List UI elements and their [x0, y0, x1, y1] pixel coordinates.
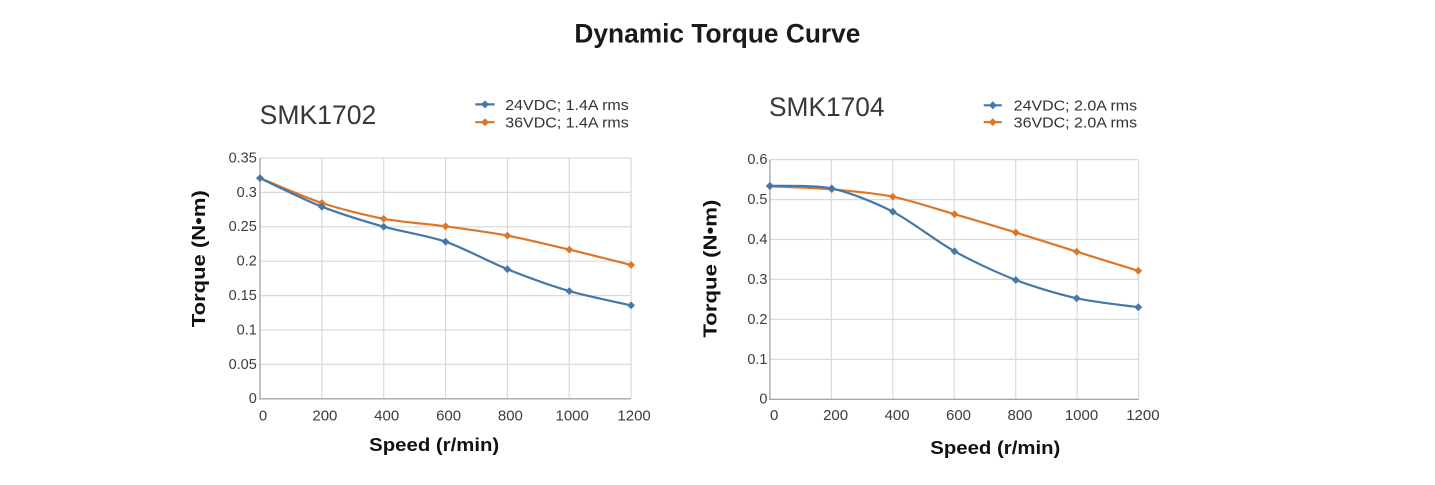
svg-text:Dynamic Torque Curve: Dynamic Torque Curve [574, 18, 860, 48]
svg-text:Speed (r/min): Speed (r/min) [369, 435, 499, 455]
svg-text:0.15: 0.15 [229, 288, 257, 304]
svg-text:0.6: 0.6 [747, 152, 767, 168]
svg-text:200: 200 [312, 408, 337, 425]
svg-text:1000: 1000 [556, 408, 589, 425]
svg-text:0: 0 [759, 392, 767, 408]
svg-text:1200: 1200 [617, 408, 650, 425]
svg-text:0.1: 0.1 [747, 352, 767, 368]
svg-text:1200: 1200 [1126, 407, 1159, 424]
svg-text:0.2: 0.2 [237, 254, 257, 270]
svg-text:24VDC; 1.4A rms: 24VDC; 1.4A rms [505, 97, 628, 114]
svg-text:Torque (N•m): Torque (N•m) [189, 190, 209, 327]
svg-text:400: 400 [374, 408, 399, 425]
svg-text:0.05: 0.05 [229, 357, 257, 373]
svg-text:0: 0 [249, 391, 257, 407]
svg-text:SMK1702: SMK1702 [260, 100, 377, 130]
svg-text:0.5: 0.5 [747, 192, 767, 208]
svg-text:0.1: 0.1 [237, 322, 257, 338]
svg-text:36VDC; 1.4A rms: 36VDC; 1.4A rms [505, 115, 628, 132]
svg-text:0.25: 0.25 [229, 219, 257, 235]
svg-text:800: 800 [1007, 407, 1032, 424]
svg-text:600: 600 [946, 407, 971, 424]
svg-text:0.35: 0.35 [229, 150, 257, 166]
svg-text:SMK1704: SMK1704 [769, 92, 885, 122]
svg-text:600: 600 [436, 408, 461, 425]
svg-text:800: 800 [498, 408, 523, 425]
svg-text:0.3: 0.3 [237, 185, 257, 201]
svg-text:Torque (N•m): Torque (N•m) [701, 200, 721, 338]
svg-text:24VDC; 2.0A rms: 24VDC; 2.0A rms [1014, 98, 1137, 115]
svg-text:0.3: 0.3 [747, 272, 767, 288]
svg-text:200: 200 [823, 407, 848, 424]
svg-text:0.4: 0.4 [747, 232, 767, 248]
svg-text:1000: 1000 [1065, 407, 1098, 424]
svg-text:0: 0 [770, 407, 778, 424]
svg-text:400: 400 [885, 407, 910, 424]
svg-text:Speed (r/min): Speed (r/min) [930, 438, 1060, 458]
svg-text:0.2: 0.2 [747, 312, 767, 328]
svg-text:36VDC; 2.0A rms: 36VDC; 2.0A rms [1014, 115, 1137, 132]
svg-text:0: 0 [259, 408, 267, 425]
